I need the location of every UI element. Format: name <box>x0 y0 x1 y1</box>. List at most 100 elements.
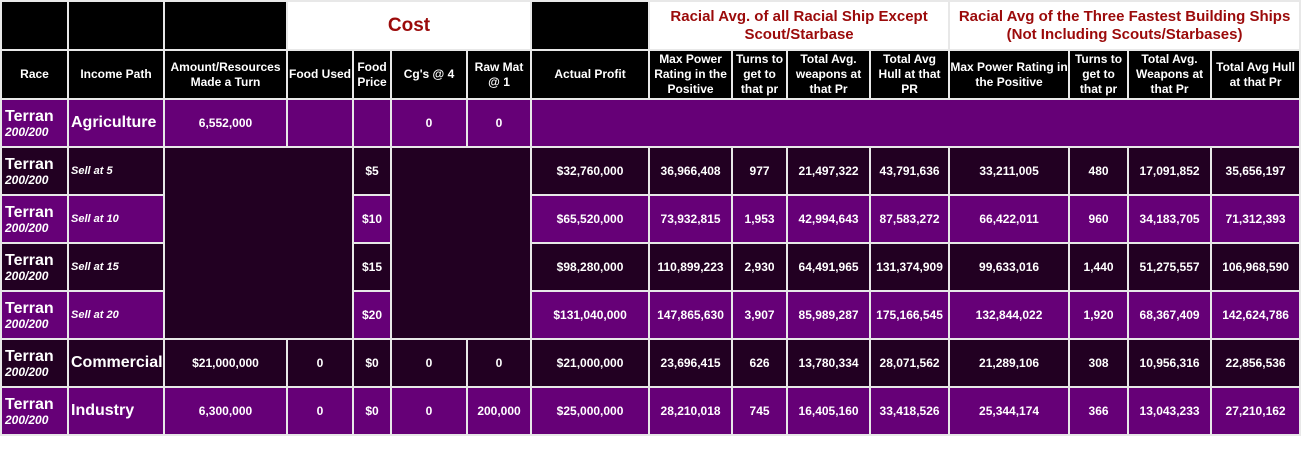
cost-group-header: Cost <box>285 0 533 51</box>
food-price-cell: $10 <box>352 194 392 244</box>
value-cell: 33,418,526 <box>869 386 951 436</box>
column-header: Race <box>0 49 69 100</box>
value-cell: 106,968,590 <box>1210 242 1301 292</box>
race-name: Terran <box>5 203 54 221</box>
column-header: Income Path <box>67 49 165 100</box>
column-header: Food Price <box>352 49 392 100</box>
race-score: 200/200 <box>5 220 49 235</box>
column-header: Cg's @ 4 <box>390 49 468 100</box>
race-name: Terran <box>5 299 54 317</box>
raw-mat-cell: 0 <box>465 98 533 148</box>
raw-mat-cell: 0 <box>465 338 533 388</box>
table-row: Terran 200/200 Sell at 20 $20 $131,040,000 14… <box>0 290 1301 340</box>
value-cell: 23,696,415 <box>648 338 734 388</box>
value-cell: 64,491,965 <box>786 242 872 292</box>
race-score: 200/200 <box>5 268 49 283</box>
value-cell: 21,289,106 <box>948 338 1071 388</box>
value-cell: 66,422,011 <box>948 194 1071 244</box>
value-cell: $131,040,000 <box>530 290 651 340</box>
race-name: Terran <box>5 107 54 125</box>
value-cell: 28,210,018 <box>648 386 734 436</box>
blank-header <box>0 0 69 51</box>
value-cell: 17,091,852 <box>1127 146 1213 196</box>
food-price-cell <box>352 98 392 148</box>
value-cell: $25,000,000 <box>530 386 651 436</box>
fastest-ships-group-header: Racial Avg of the Three Fastest Building… <box>948 0 1301 51</box>
column-header: Raw Mat @ 1 <box>465 49 533 100</box>
race-cell: Terran 200/200 <box>0 146 69 196</box>
race-cell: Terran 200/200 <box>0 338 69 388</box>
value-cell: 22,856,536 <box>1210 338 1301 388</box>
column-header: Food Used <box>286 49 354 100</box>
table-row: Terran 200/200 Agriculture 6,552,000 0 0 <box>0 98 1301 148</box>
cg-cell: 0 <box>390 386 468 436</box>
empty-merged-cell <box>163 146 354 340</box>
value-cell: 308 <box>1068 338 1130 388</box>
race-score: 200/200 <box>5 412 49 427</box>
blank-header <box>67 0 165 51</box>
value-cell: 366 <box>1068 386 1130 436</box>
column-header: Amount/Resources Made a Turn <box>163 49 288 100</box>
race-name: Terran <box>5 251 54 269</box>
raw-mat-cell: 200,000 <box>465 386 533 436</box>
value-cell: 10,956,316 <box>1127 338 1213 388</box>
value-cell: 34,183,705 <box>1127 194 1213 244</box>
value-cell: 35,656,197 <box>1210 146 1301 196</box>
value-cell: $21,000,000 <box>530 338 651 388</box>
food-price-cell: $0 <box>352 386 392 436</box>
column-header: Turns to get to that pr <box>731 49 789 100</box>
column-header: Total Avg. Weapons at that Pr <box>1127 49 1213 100</box>
race-cell: Terran 200/200 <box>0 194 69 244</box>
column-header: Turns to get to that pr <box>1068 49 1130 100</box>
value-cell: 626 <box>731 338 789 388</box>
value-cell: 71,312,393 <box>1210 194 1301 244</box>
all-ships-group-header: Racial Avg. of all Racial Ship Except Sc… <box>648 0 951 51</box>
race-score: 200/200 <box>5 316 49 331</box>
table-row: Terran 200/200 Sell at 15 $15 $98,280,000 110… <box>0 242 1301 292</box>
value-cell: 1,920 <box>1068 290 1130 340</box>
value-cell: 1,440 <box>1068 242 1130 292</box>
column-header: Max Power Rating in the Positive <box>948 49 1071 100</box>
food-price-cell: $5 <box>352 146 392 196</box>
race-cell: Terran 200/200 <box>0 98 69 148</box>
value-cell: 51,275,557 <box>1127 242 1213 292</box>
race-cell: Terran 200/200 <box>0 386 69 436</box>
food-used-cell: 0 <box>286 386 354 436</box>
column-header: Total Avg. weapons at that Pr <box>786 49 872 100</box>
food-price-cell: $15 <box>352 242 392 292</box>
race-name: Terran <box>5 395 54 413</box>
value-cell: 16,405,160 <box>786 386 872 436</box>
cg-cell: 0 <box>390 338 468 388</box>
food-price-cell: $0 <box>352 338 392 388</box>
race-score: 200/200 <box>5 172 49 187</box>
value-cell: 73,932,815 <box>648 194 734 244</box>
value-cell: $65,520,000 <box>530 194 651 244</box>
value-cell: 3,907 <box>731 290 789 340</box>
empty-merged-cell <box>389 146 533 340</box>
value-cell: 43,791,636 <box>869 146 951 196</box>
value-cell: 13,780,334 <box>786 338 872 388</box>
value-cell: 25,344,174 <box>948 386 1071 436</box>
income-path: Industry <box>67 386 165 436</box>
value-cell: 42,994,643 <box>786 194 872 244</box>
value-cell: 85,989,287 <box>786 290 872 340</box>
income-path: Sell at 15 <box>67 242 165 292</box>
value-cell: 745 <box>731 386 789 436</box>
empty-merged-cell <box>530 98 1301 148</box>
column-header: Actual Profit <box>530 49 651 100</box>
food-used-cell <box>286 98 354 148</box>
income-path: Sell at 10 <box>67 194 165 244</box>
blank-header <box>163 0 288 51</box>
table-row: Terran 200/200 Commercial $21,000,000 0 $0 0 0 $… <box>0 338 1301 388</box>
value-cell: 2,930 <box>731 242 789 292</box>
table-row: Terran 200/200 Industry 6,300,000 0 $0 0 200,00… <box>0 386 1301 436</box>
food-used-cell: 0 <box>286 338 354 388</box>
amount-cell: 6,300,000 <box>163 386 288 436</box>
value-cell: 28,071,562 <box>869 338 951 388</box>
race-name: Terran <box>5 347 54 365</box>
race-score: 200/200 <box>5 124 49 139</box>
value-cell: 27,210,162 <box>1210 386 1301 436</box>
value-cell: 99,633,016 <box>948 242 1071 292</box>
table-row: Terran 200/200 Sell at 5 $5 $32,760,000 36,96… <box>0 146 1301 340</box>
value-cell: 147,865,630 <box>648 290 734 340</box>
